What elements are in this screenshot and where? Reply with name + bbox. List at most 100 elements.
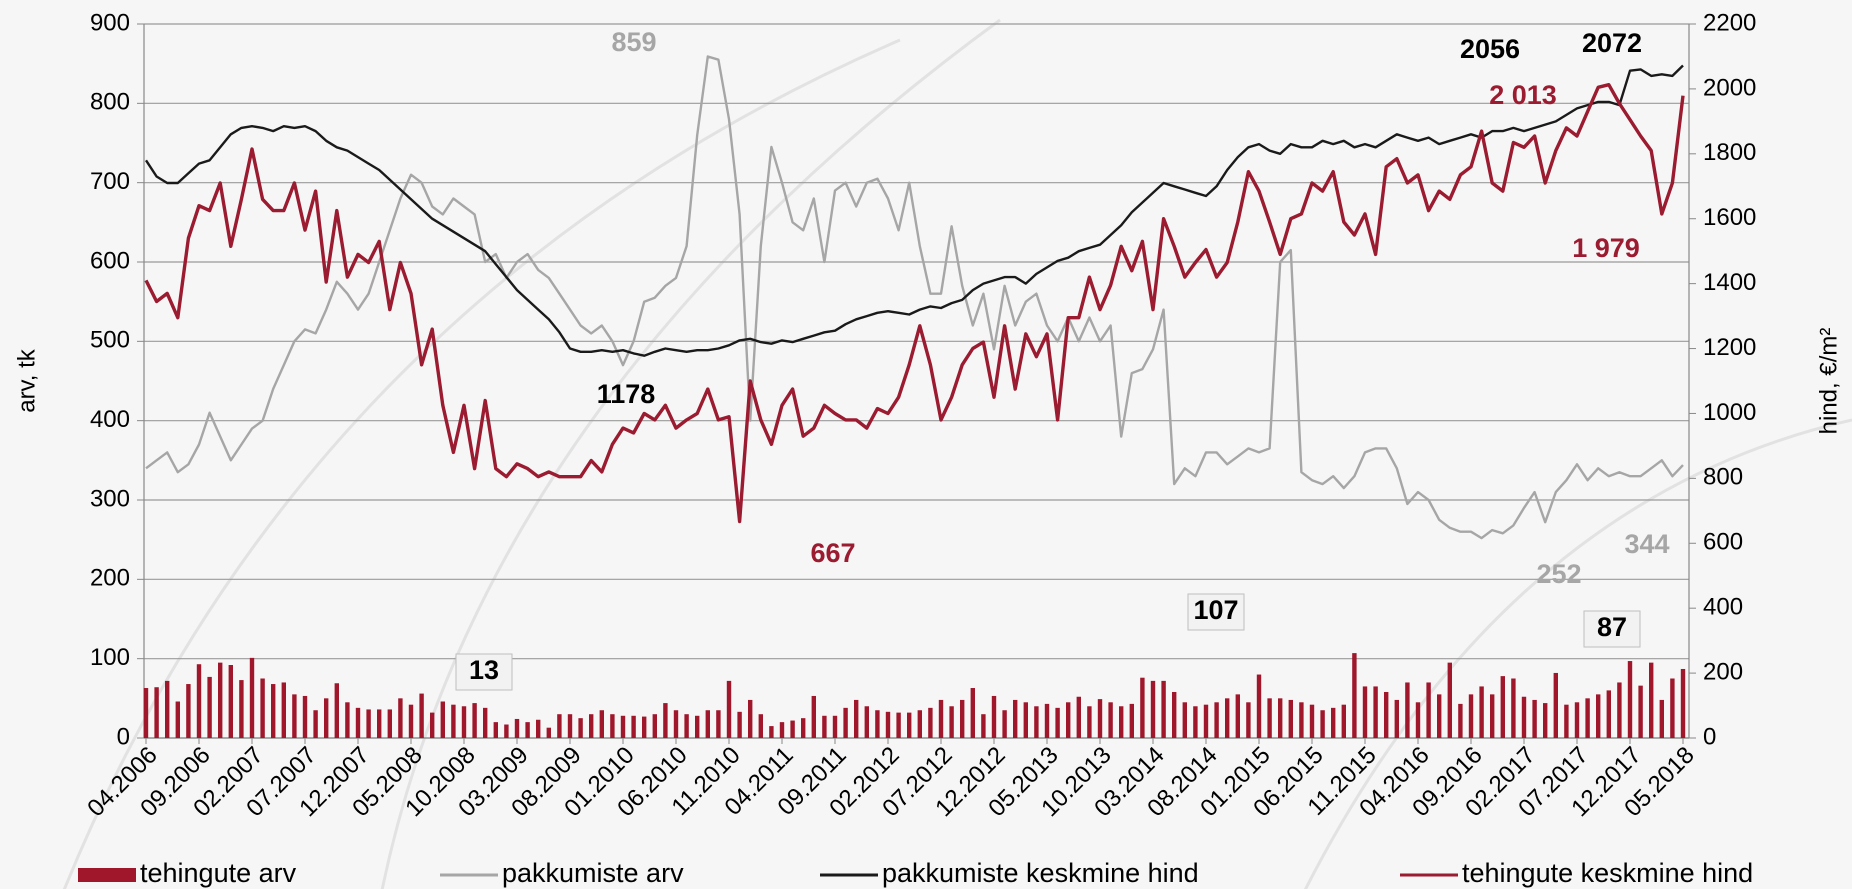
bar — [1044, 703, 1050, 738]
y-tick-label: 100 — [90, 644, 130, 671]
bar — [525, 722, 530, 738]
y-tick-label: 200 — [90, 565, 130, 592]
bar — [758, 714, 763, 738]
bar — [1055, 707, 1060, 738]
bar — [1288, 699, 1293, 738]
bar — [1415, 702, 1421, 738]
bar — [737, 711, 742, 738]
annotation: 252 — [1536, 559, 1581, 589]
bar — [324, 698, 329, 738]
y2-tick-label: 800 — [1703, 464, 1743, 491]
bar — [567, 714, 573, 738]
line — [145, 55, 1684, 540]
bar — [218, 662, 223, 738]
bar — [536, 719, 541, 738]
annotation: 2 013 — [1489, 80, 1557, 110]
bar — [652, 714, 657, 738]
y2-tick-label: 1600 — [1703, 204, 1756, 231]
bar — [1447, 662, 1452, 738]
bar — [377, 709, 382, 738]
annotation: 2056 — [1460, 34, 1520, 64]
bar — [1108, 702, 1113, 738]
bar — [461, 706, 467, 738]
y2-tick-label: 200 — [1703, 658, 1743, 685]
bar — [1034, 706, 1039, 738]
annotation: 13 — [469, 655, 499, 685]
bar — [1638, 685, 1643, 738]
bar — [726, 680, 732, 738]
bar — [207, 676, 212, 738]
y2-tick-label: 1800 — [1703, 139, 1756, 166]
legend-label: pakkumiste arv — [502, 858, 684, 888]
y2-tick-label: 0 — [1703, 723, 1716, 750]
bar — [1680, 668, 1686, 738]
bar — [493, 722, 498, 738]
annotation: 859 — [611, 27, 656, 57]
bar — [1468, 694, 1474, 738]
annotation-box — [1187, 593, 1245, 631]
bar — [801, 718, 806, 738]
bar — [832, 715, 838, 738]
y-axis-label: arv, tk — [13, 348, 40, 413]
y-tick-label: 500 — [90, 327, 130, 354]
bar — [578, 718, 583, 738]
bar — [790, 720, 795, 738]
bar — [843, 707, 848, 738]
y2-tick-label: 2200 — [1703, 9, 1756, 36]
bar — [1225, 698, 1230, 738]
bar — [1076, 696, 1081, 738]
bar — [430, 712, 435, 738]
bar — [1066, 702, 1071, 738]
bar — [1278, 698, 1283, 738]
bar — [949, 706, 954, 738]
bar — [292, 694, 297, 738]
bar — [981, 714, 986, 738]
bar — [387, 709, 392, 738]
legend-item: tehingute keskmine hind — [1400, 858, 1753, 888]
bar — [1256, 674, 1262, 738]
bar — [642, 716, 647, 738]
bar — [196, 664, 202, 738]
bar — [1532, 699, 1537, 738]
bar — [1553, 672, 1558, 738]
bar — [589, 714, 594, 738]
bar — [1394, 699, 1399, 738]
bar — [1129, 703, 1134, 738]
bar — [1670, 678, 1675, 738]
bar — [1500, 676, 1505, 738]
bar — [1617, 682, 1622, 738]
y2-tick-label: 1400 — [1703, 269, 1756, 296]
bar — [663, 703, 668, 738]
y-tick-label: 300 — [90, 485, 130, 512]
bar — [970, 688, 975, 738]
y2-axis-label: hind, €/m² — [1815, 328, 1842, 435]
bar — [1490, 694, 1495, 738]
y-tick-label: 600 — [90, 247, 130, 274]
annotation: 2072 — [1582, 28, 1642, 58]
bar — [917, 710, 922, 738]
bar — [165, 680, 170, 738]
bar — [1649, 662, 1654, 738]
bar — [1119, 706, 1124, 738]
bar — [1627, 661, 1633, 738]
bar — [271, 684, 276, 738]
legend-item: pakkumiste keskmine hind — [820, 858, 1199, 888]
bar — [1320, 710, 1325, 738]
bar — [1172, 691, 1177, 738]
bar — [440, 701, 445, 738]
bar — [1309, 704, 1315, 738]
y-tick-label: 800 — [90, 89, 130, 116]
annotation: 87 — [1597, 612, 1627, 642]
bar — [854, 699, 859, 738]
bar — [557, 714, 562, 738]
bar — [673, 710, 679, 738]
y2-tick-label: 600 — [1703, 529, 1743, 556]
bar — [334, 683, 339, 738]
legend-label: pakkumiste keskmine hind — [882, 858, 1199, 888]
bar — [1002, 710, 1007, 738]
bar — [175, 701, 180, 738]
bar — [1161, 680, 1166, 738]
bar — [1352, 653, 1357, 738]
bar — [1087, 706, 1092, 738]
bar — [154, 687, 159, 738]
